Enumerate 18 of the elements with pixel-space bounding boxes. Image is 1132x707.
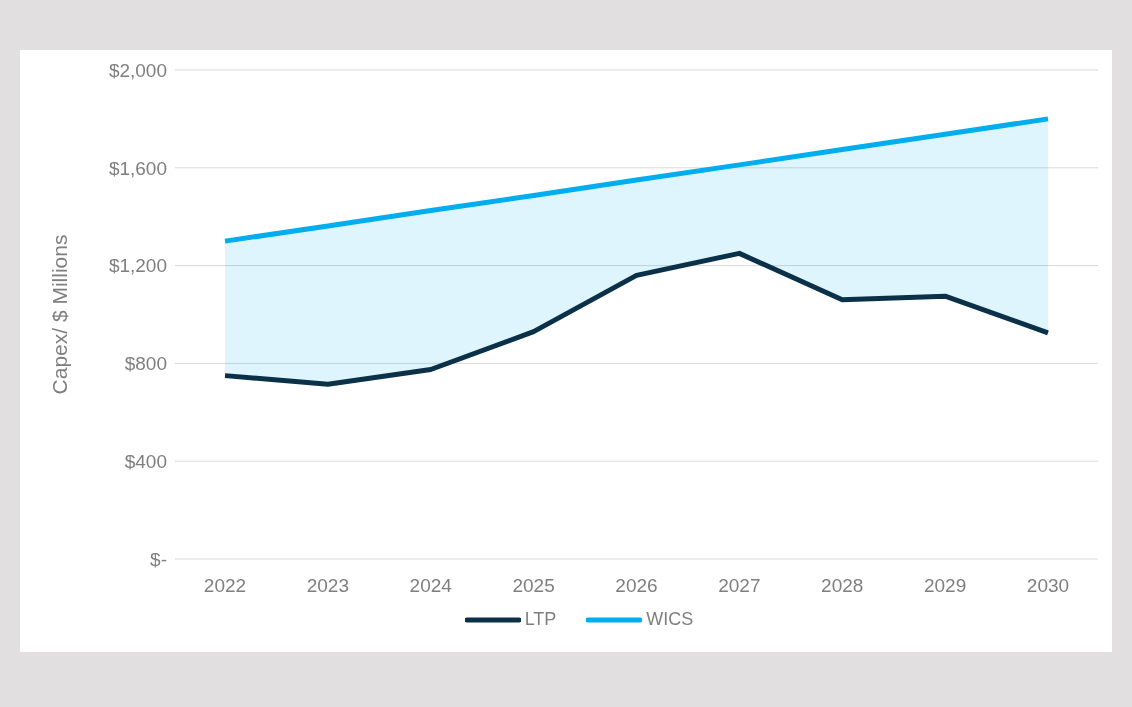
- x-tick-label: 2025: [512, 575, 555, 597]
- y-tick-label: $400: [124, 450, 167, 472]
- y-tick-label: $-: [150, 548, 167, 570]
- x-tick-label: 2024: [409, 575, 453, 597]
- y-tick-label: $1,600: [108, 157, 167, 179]
- x-tick-label: 2022: [203, 575, 247, 597]
- y-tick-label: $1,200: [108, 255, 167, 277]
- x-tick-label: 2023: [306, 575, 350, 597]
- x-tick-label: 2028: [821, 575, 864, 597]
- x-tick-label: 2026: [615, 575, 658, 597]
- x-tick-label: 2030: [1026, 575, 1070, 597]
- x-tick-label: 2027: [718, 575, 761, 597]
- legend-label: LTP: [524, 609, 557, 630]
- y-tick-label: $2,000: [108, 59, 167, 81]
- y-tick-label: $800: [124, 353, 167, 375]
- legend-label: WICS: [646, 609, 694, 630]
- x-tick-label: 2029: [923, 575, 967, 597]
- y-axis-title: Capex/ $ Millions: [48, 234, 72, 395]
